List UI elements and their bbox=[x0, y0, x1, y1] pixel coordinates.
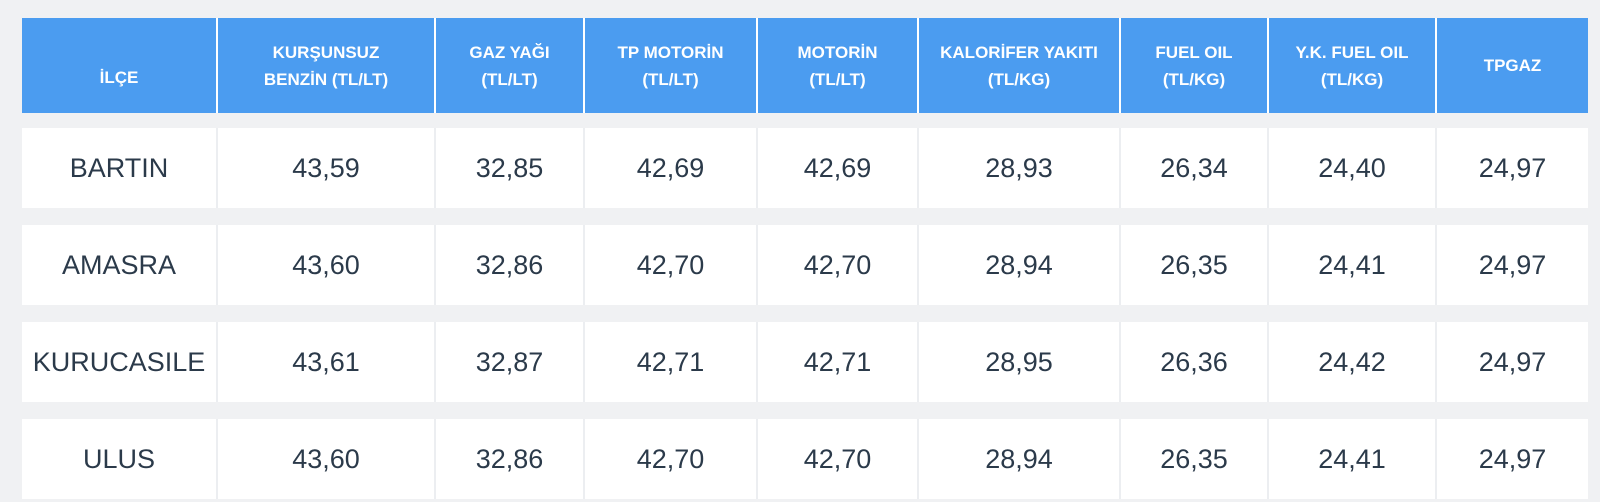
cell-value: 32,85 bbox=[436, 128, 585, 208]
cell-value: 24,41 bbox=[1269, 419, 1437, 499]
cell-value: 43,59 bbox=[218, 128, 436, 208]
column-header-tpgaz: TPGAZ bbox=[1437, 18, 1588, 113]
cell-value: 28,94 bbox=[919, 419, 1121, 499]
cell-value: 42,69 bbox=[758, 128, 919, 208]
column-header-label: Y.K. FUEL OIL (TL/KG) bbox=[1295, 42, 1409, 89]
row-spacer bbox=[22, 402, 1588, 419]
column-header-label: KURŞUNSUZ BENZİN (TL/LT) bbox=[263, 42, 389, 89]
cell-value: 26,36 bbox=[1121, 322, 1269, 402]
column-header-tp-diesel: TP MOTORİN (TL/LT) bbox=[585, 18, 758, 113]
column-header-district: İLÇE bbox=[22, 18, 218, 113]
cell-value: 24,42 bbox=[1269, 322, 1437, 402]
cell-value: 24,97 bbox=[1437, 225, 1588, 305]
cell-value: 42,71 bbox=[758, 322, 919, 402]
column-header-diesel: MOTORİN (TL/LT) bbox=[758, 18, 919, 113]
column-header-kerosene: GAZ YAĞI (TL/LT) bbox=[436, 18, 585, 113]
cell-value: 24,97 bbox=[1437, 128, 1588, 208]
cell-value: 32,86 bbox=[436, 419, 585, 499]
cell-value: 42,70 bbox=[585, 419, 758, 499]
table-row: BARTIN 43,59 32,85 42,69 42,69 28,93 26,… bbox=[22, 128, 1588, 208]
fuel-price-table: İLÇE KURŞUNSUZ BENZİN (TL/LT) GAZ YAĞI (… bbox=[22, 18, 1588, 499]
column-header-hs-fuel-oil: Y.K. FUEL OIL (TL/KG) bbox=[1269, 18, 1437, 113]
cell-district: AMASRA bbox=[22, 225, 218, 305]
cell-value: 32,86 bbox=[436, 225, 585, 305]
row-spacer bbox=[22, 113, 1588, 128]
column-header-label: İLÇE bbox=[99, 68, 139, 87]
column-header-heating-fuel: KALORİFER YAKITI (TL/KG) bbox=[919, 18, 1121, 113]
row-spacer bbox=[22, 208, 1588, 225]
column-header-label: TPGAZ bbox=[1483, 56, 1542, 75]
cell-value: 26,34 bbox=[1121, 128, 1269, 208]
cell-value: 26,35 bbox=[1121, 225, 1269, 305]
cell-district: KURUCASILE bbox=[22, 322, 218, 402]
cell-value: 24,97 bbox=[1437, 322, 1588, 402]
cell-value: 42,71 bbox=[585, 322, 758, 402]
column-header-label: KALORİFER YAKITI (TL/KG) bbox=[940, 42, 1098, 89]
header-row: İLÇE KURŞUNSUZ BENZİN (TL/LT) GAZ YAĞI (… bbox=[22, 18, 1588, 113]
cell-value: 24,41 bbox=[1269, 225, 1437, 305]
column-header-label: FUEL OIL (TL/KG) bbox=[1155, 42, 1233, 89]
table-row: AMASRA 43,60 32,86 42,70 42,70 28,94 26,… bbox=[22, 225, 1588, 305]
table-body: BARTIN 43,59 32,85 42,69 42,69 28,93 26,… bbox=[22, 113, 1588, 499]
cell-value: 26,35 bbox=[1121, 419, 1269, 499]
cell-district: BARTIN bbox=[22, 128, 218, 208]
column-header-label: GAZ YAĞI (TL/LT) bbox=[469, 42, 550, 89]
table-header: İLÇE KURŞUNSUZ BENZİN (TL/LT) GAZ YAĞI (… bbox=[22, 18, 1588, 113]
cell-value: 43,61 bbox=[218, 322, 436, 402]
cell-value: 42,70 bbox=[758, 225, 919, 305]
cell-value: 42,70 bbox=[585, 225, 758, 305]
table-row: KURUCASILE 43,61 32,87 42,71 42,71 28,95… bbox=[22, 322, 1588, 402]
column-header-label: TP MOTORİN (TL/LT) bbox=[617, 42, 724, 89]
cell-value: 32,87 bbox=[436, 322, 585, 402]
cell-value: 42,70 bbox=[758, 419, 919, 499]
cell-value: 28,95 bbox=[919, 322, 1121, 402]
column-header-fuel-oil: FUEL OIL (TL/KG) bbox=[1121, 18, 1269, 113]
cell-value: 43,60 bbox=[218, 225, 436, 305]
column-header-label: MOTORİN (TL/LT) bbox=[797, 42, 878, 89]
cell-value: 42,69 bbox=[585, 128, 758, 208]
cell-value: 43,60 bbox=[218, 419, 436, 499]
cell-value: 28,94 bbox=[919, 225, 1121, 305]
cell-district: ULUS bbox=[22, 419, 218, 499]
table-row: ULUS 43,60 32,86 42,70 42,70 28,94 26,35… bbox=[22, 419, 1588, 499]
row-spacer bbox=[22, 305, 1588, 322]
column-header-unleaded-gasoline: KURŞUNSUZ BENZİN (TL/LT) bbox=[218, 18, 436, 113]
cell-value: 24,40 bbox=[1269, 128, 1437, 208]
cell-value: 28,93 bbox=[919, 128, 1121, 208]
cell-value: 24,97 bbox=[1437, 419, 1588, 499]
